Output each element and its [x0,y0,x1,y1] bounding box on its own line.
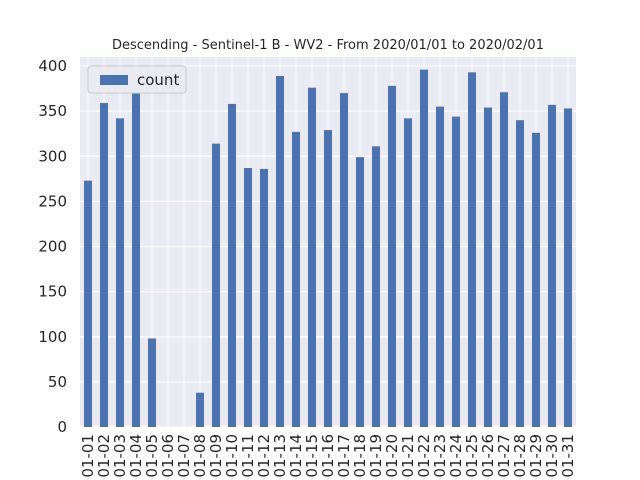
x-tick-label: 01-04 [127,434,145,478]
bar-01-28 [516,120,524,428]
x-tick-label: 01-20 [383,434,401,478]
y-tick-label: 350 [38,102,67,120]
x-tick-label: 01-29 [527,434,545,478]
y-tick-label: 150 [38,283,67,301]
x-tick-label: 01-23 [431,434,449,478]
bar-01-29 [532,132,540,427]
bar-01-03 [116,118,124,428]
x-tick-label: 01-24 [447,434,465,478]
y-tick-label: 300 [38,147,67,165]
x-tick-label: 01-12 [255,434,273,478]
legend-swatch [100,75,128,85]
bar-01-27 [500,92,508,427]
bar-01-10 [228,103,236,428]
bar-01-09 [212,143,220,427]
x-tick-label: 01-27 [495,434,513,478]
bar-01-20 [388,85,396,427]
x-axis-ticks: 01-0101-0201-0301-0401-0501-0601-0701-08… [79,434,577,478]
bar-01-21 [404,118,412,428]
x-tick-label: 01-31 [559,434,577,478]
x-tick-label: 01-16 [319,434,337,478]
x-tick-label: 01-11 [239,434,257,478]
bar-01-04 [132,87,140,428]
x-tick-label: 01-10 [223,434,241,478]
x-tick-label: 01-08 [191,434,209,478]
y-tick-label: 50 [48,373,67,391]
y-tick-label: 100 [38,328,67,346]
bar-01-26 [484,107,492,427]
bar-01-05 [148,338,156,427]
bar-01-31 [564,108,572,427]
x-tick-label: 01-07 [175,434,193,478]
bar-01-13 [276,75,284,427]
x-tick-label: 01-05 [143,434,161,478]
y-tick-label: 0 [57,418,67,436]
x-tick-label: 01-22 [415,434,433,478]
x-tick-label: 01-19 [367,434,385,478]
x-tick-label: 01-15 [303,434,321,478]
x-tick-label: 01-28 [511,434,529,478]
y-tick-label: 200 [38,238,67,256]
legend-label: count [137,71,179,89]
x-tick-label: 01-09 [207,434,225,478]
bar-01-02 [100,103,108,428]
bar-01-30 [548,104,556,427]
bar-01-15 [308,87,316,428]
y-tick-label: 400 [38,57,67,75]
x-tick-label: 01-13 [271,434,289,478]
x-tick-label: 01-26 [479,434,497,478]
bar-01-19 [372,146,380,427]
x-tick-label: 01-01 [79,434,97,478]
chart-title: Descending - Sentinel-1 B - WV2 - From 2… [112,38,544,53]
bar-01-24 [452,116,460,427]
bar-01-11 [244,168,252,427]
bars-group [84,69,572,428]
legend-box [87,65,187,94]
x-tick-label: 01-25 [463,434,481,478]
bar-01-17 [340,93,348,427]
bar-01-08 [196,392,204,427]
x-tick-label: 01-18 [351,434,369,478]
bar-01-16 [324,130,332,427]
bar-01-14 [292,131,300,427]
x-tick-label: 01-30 [543,434,561,478]
y-tick-label: 250 [38,192,67,210]
bar-01-18 [356,157,364,428]
bar-01-23 [436,106,444,427]
y-axis-ticks: 0 50 100 150 200 250 300 350 400 [38,57,67,436]
x-tick-label: 01-02 [95,434,113,478]
bar-01-01 [84,180,92,427]
legend: count [87,65,187,94]
bar-01-25 [468,72,476,427]
x-tick-label: 01-14 [287,434,305,478]
x-tick-label: 01-03 [111,434,129,478]
x-tick-label: 01-21 [399,434,417,478]
bar-01-22 [420,69,428,427]
bar-01-12 [260,168,268,427]
x-tick-label: 01-17 [335,434,353,478]
x-tick-label: 01-06 [159,434,177,478]
